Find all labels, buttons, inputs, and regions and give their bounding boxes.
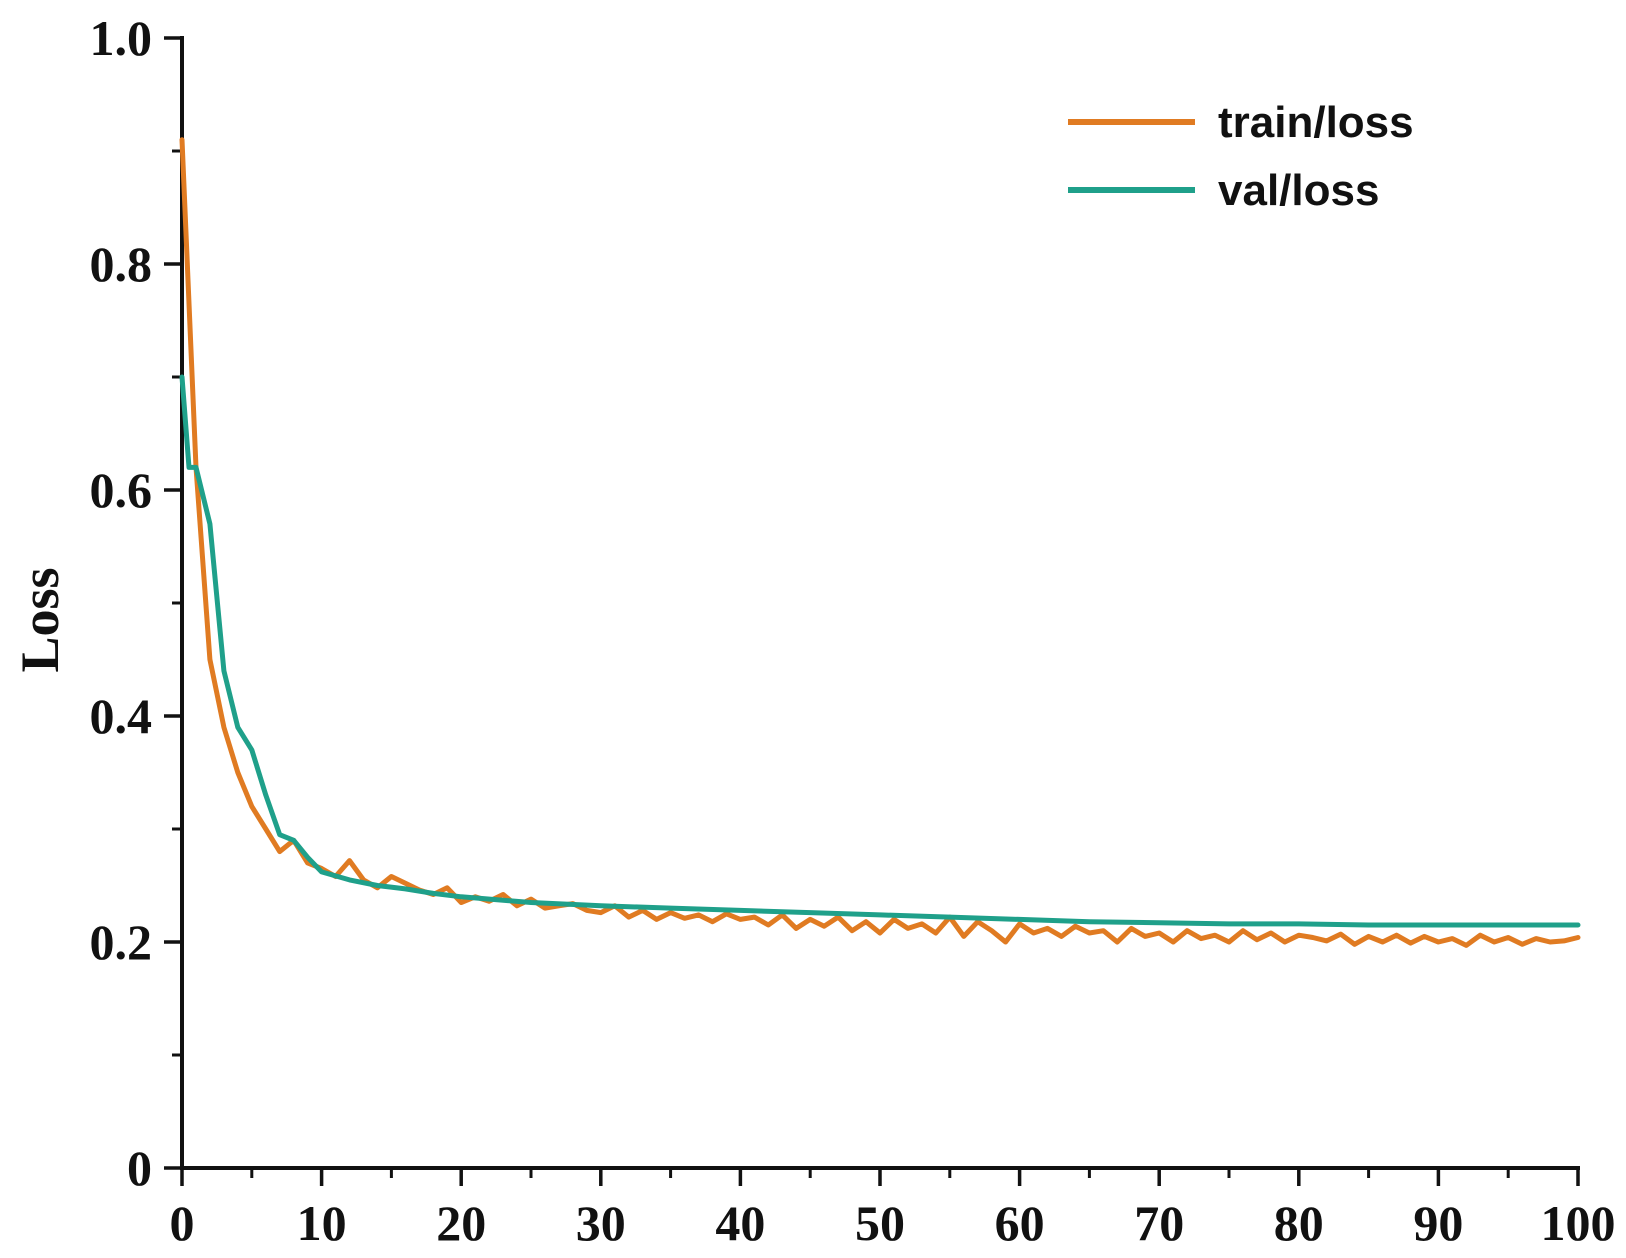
legend-label-train-loss: train/loss: [1218, 98, 1414, 147]
x-tick-label: 80: [1274, 1195, 1324, 1251]
y-axis-label: Loss: [10, 567, 70, 672]
val-loss-line: [179, 374, 1581, 928]
train-loss-line: [179, 137, 1581, 948]
y-tick-label: 0: [127, 1140, 152, 1196]
x-tick-label: 90: [1413, 1195, 1463, 1251]
x-tick-label: 100: [1541, 1195, 1616, 1251]
legend-label-val-loss: val/loss: [1218, 166, 1379, 215]
x-tick-label: 50: [855, 1195, 905, 1251]
x-tick-label: 10: [297, 1195, 347, 1251]
y-tick-label: 1.0: [90, 10, 153, 66]
x-tick-label: 60: [995, 1195, 1045, 1251]
axes: 0 10 20 30 40 50 60 70 80 90 100 0 0.2 0.4 0.6 0.8 1.0: [90, 10, 1616, 1251]
x-tick-label: 70: [1134, 1195, 1184, 1251]
y-tick-label: 0.8: [90, 236, 153, 292]
y-tick-label: 0.6: [90, 462, 153, 518]
x-tick-label: 30: [576, 1195, 626, 1251]
x-tick-label: 0: [170, 1195, 195, 1251]
x-tick-label: 20: [436, 1195, 486, 1251]
y-tick-label: 0.2: [90, 914, 153, 970]
legend: train/loss val/loss: [1068, 98, 1414, 215]
y-tick-label: 0.4: [90, 688, 153, 744]
x-tick-label: 40: [715, 1195, 765, 1251]
series-lines: [179, 137, 1581, 948]
